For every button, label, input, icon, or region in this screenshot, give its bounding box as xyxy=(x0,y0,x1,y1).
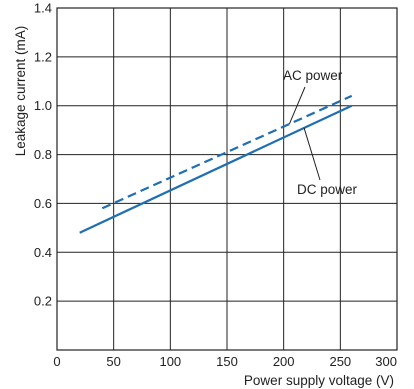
y-tick-label-6: 1.4 xyxy=(34,1,52,16)
dc-power-label: DC power xyxy=(297,182,358,197)
x-tick-label-4: 200 xyxy=(273,354,295,369)
grid xyxy=(56,7,398,351)
tick-labels: 0 50 100 150 200 250 300 0.2 0.4 0.6 0.8 1.0 1.2 1.4 xyxy=(34,1,397,370)
annotations: AC power DC power xyxy=(283,68,358,197)
y-tick-label-3: 0.8 xyxy=(34,147,52,162)
x-axis-label: Power supply voltage (V) xyxy=(244,373,394,388)
x-tick-label-1: 50 xyxy=(106,354,120,369)
series-line-1 xyxy=(79,104,353,234)
dc-power-leader-line xyxy=(303,127,321,181)
ac-power-leader-line xyxy=(288,86,306,125)
y-axis-label: Leakage current (mA) xyxy=(13,26,28,157)
x-tick-label-5: 250 xyxy=(329,354,351,369)
series-lines xyxy=(79,94,353,234)
y-tick-label-4: 1.0 xyxy=(34,98,52,113)
x-tick-label-0: 0 xyxy=(53,354,60,369)
y-tick-label-1: 0.4 xyxy=(34,245,52,260)
x-tick-label-2: 100 xyxy=(159,354,181,369)
x-tick-label-3: 150 xyxy=(216,354,238,369)
plot-frame xyxy=(56,7,398,351)
y-tick-label-2: 0.6 xyxy=(34,196,52,211)
x-tick-label-6: 300 xyxy=(375,354,397,369)
ac-power-label: AC power xyxy=(283,68,343,83)
y-tick-label-5: 1.2 xyxy=(34,49,52,64)
y-tick-label-0: 0.2 xyxy=(34,294,52,309)
series-line-0 xyxy=(101,94,353,210)
